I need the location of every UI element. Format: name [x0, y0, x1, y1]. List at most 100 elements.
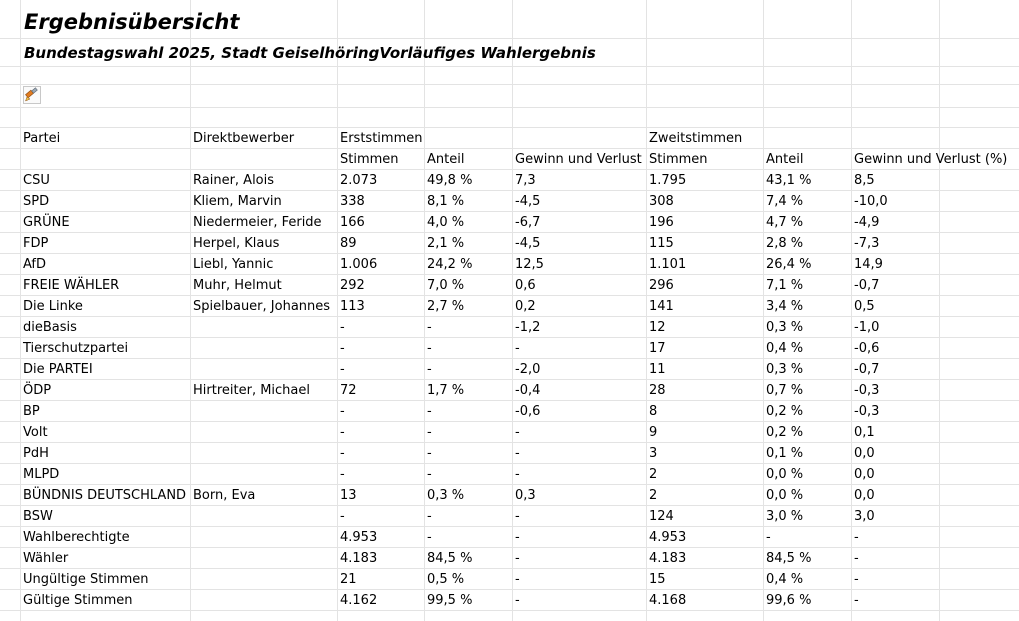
bewerber-cell[interactable]: Hirtreiter, Michael	[193, 383, 310, 398]
bewerber-cell[interactable]	[190, 422, 337, 443]
erst-stimmen-cell[interactable]: 4.162	[340, 593, 378, 608]
erst-stimmen-cell[interactable]: 1.006	[340, 257, 378, 272]
zweit-anteil-cell[interactable]: 0,2 %	[766, 425, 804, 440]
zweit-stimmen-cell[interactable]: 2	[649, 467, 658, 482]
header-zweitstimmen[interactable]: Zweitstimmen	[649, 131, 743, 146]
erst-gewinn-cell[interactable]: -	[515, 572, 520, 587]
partei-cell[interactable]: FDP	[23, 236, 49, 251]
erst-gewinn-cell[interactable]: 12,5	[515, 257, 544, 272]
erst-anteil-cell[interactable]: 2,1 %	[427, 236, 465, 251]
zweit-stimmen-cell[interactable]: 3	[649, 446, 658, 461]
zweit-stimmen-cell[interactable]: 8	[649, 404, 658, 419]
erst-anteil-cell[interactable]: -	[427, 530, 432, 545]
erst-gewinn-cell[interactable]: -	[515, 467, 520, 482]
zweit-gewinn-cell[interactable]: 0,0	[854, 467, 875, 482]
bewerber-cell[interactable]	[190, 401, 337, 422]
zweit-stimmen-cell[interactable]: 124	[649, 509, 674, 524]
bewerber-cell[interactable]	[190, 338, 337, 359]
zweit-stimmen-cell[interactable]: 15	[649, 572, 666, 587]
erst-anteil-cell[interactable]: -	[427, 362, 432, 377]
erst-stimmen-cell[interactable]: -	[340, 404, 345, 419]
zweit-gewinn-cell[interactable]: -0,3	[854, 404, 880, 419]
erst-gewinn-cell[interactable]: 0,2	[515, 299, 536, 314]
erst-stimmen-cell[interactable]: 89	[340, 236, 357, 251]
zweit-stimmen-cell[interactable]: 4.183	[649, 551, 687, 566]
erst-stimmen-cell[interactable]: -	[340, 425, 345, 440]
zweit-anteil-cell[interactable]: 0,2 %	[766, 404, 804, 419]
zweit-gewinn-cell[interactable]: -	[854, 551, 859, 566]
zweit-gewinn-cell[interactable]: -0,3	[854, 383, 880, 398]
partei-cell[interactable]: Volt	[23, 425, 48, 440]
zweit-anteil-cell[interactable]: 0,4 %	[766, 341, 804, 356]
erst-stimmen-cell[interactable]: -	[340, 320, 345, 335]
erst-anteil-cell[interactable]: -	[427, 467, 432, 482]
zweit-anteil-cell[interactable]: 7,4 %	[766, 194, 804, 209]
zweit-gewinn-cell[interactable]: -0,6	[854, 341, 880, 356]
erst-stimmen-cell[interactable]: 292	[340, 278, 365, 293]
zweit-gewinn-cell[interactable]: -1,0	[854, 320, 880, 335]
erst-anteil-cell[interactable]: 0,5 %	[427, 572, 465, 587]
erst-gewinn-cell[interactable]: -	[515, 551, 520, 566]
erst-gewinn-cell[interactable]: -4,5	[515, 236, 541, 251]
zweit-anteil-cell[interactable]: 26,4 %	[766, 257, 812, 272]
erst-gewinn-cell[interactable]: 7,3	[515, 173, 536, 188]
zweit-stimmen-cell[interactable]: 141	[649, 299, 674, 314]
bewerber-cell[interactable]: Muhr, Helmut	[193, 278, 282, 293]
bewerber-cell[interactable]	[190, 464, 337, 485]
zweit-gewinn-cell[interactable]: 0,1	[854, 425, 875, 440]
zweit-gewinn-cell[interactable]: 8,5	[854, 173, 875, 188]
erst-gewinn-cell[interactable]: -	[515, 530, 520, 545]
zweit-gewinn-cell[interactable]: -	[854, 530, 859, 545]
partei-cell[interactable]: Die Linke	[23, 299, 83, 314]
erst-stimmen-cell[interactable]: 113	[340, 299, 365, 314]
erst-gewinn-cell[interactable]: -	[515, 341, 520, 356]
zweit-gewinn-cell[interactable]: -	[854, 572, 859, 587]
erst-stimmen-cell[interactable]: 338	[340, 194, 365, 209]
zweit-stimmen-cell[interactable]: 1.795	[649, 173, 687, 188]
erst-stimmen-cell[interactable]: 72	[340, 383, 357, 398]
zweit-gewinn-cell[interactable]: 0,0	[854, 488, 875, 503]
zweit-stimmen-cell[interactable]: 196	[649, 215, 674, 230]
header-stimmen-erst[interactable]: Stimmen	[340, 152, 399, 167]
erst-gewinn-cell[interactable]: -	[515, 593, 520, 608]
bewerber-cell[interactable]	[190, 590, 337, 611]
partei-cell[interactable]: CSU	[23, 173, 50, 188]
zweit-stimmen-cell[interactable]: 4.953	[649, 530, 687, 545]
zweit-anteil-cell[interactable]: 0,0 %	[766, 467, 804, 482]
zweit-anteil-cell[interactable]: -	[766, 530, 771, 545]
partei-cell[interactable]: GRÜNE	[23, 215, 70, 230]
erst-anteil-cell[interactable]: 49,8 %	[427, 173, 473, 188]
erst-anteil-cell[interactable]: -	[427, 320, 432, 335]
zweit-anteil-cell[interactable]: 0,3 %	[766, 320, 804, 335]
zweit-gewinn-cell[interactable]: -0,7	[854, 362, 880, 377]
erst-gewinn-cell[interactable]: -	[515, 425, 520, 440]
zweit-anteil-cell[interactable]: 4,7 %	[766, 215, 804, 230]
erst-stimmen-cell[interactable]: 21	[340, 572, 357, 587]
partei-cell[interactable]: PdH	[23, 446, 49, 461]
erst-stimmen-cell[interactable]: 166	[340, 215, 365, 230]
zweit-anteil-cell[interactable]: 7,1 %	[766, 278, 804, 293]
zweit-anteil-cell[interactable]: 99,6 %	[766, 593, 812, 608]
bewerber-cell[interactable]	[190, 317, 337, 338]
partei-cell[interactable]: Wahlberechtigte	[23, 530, 130, 545]
bewerber-cell[interactable]	[190, 443, 337, 464]
erst-anteil-cell[interactable]: 7,0 %	[427, 278, 465, 293]
partei-cell[interactable]: Die PARTEI	[23, 362, 93, 377]
erst-gewinn-cell[interactable]: 0,6	[515, 278, 536, 293]
partei-cell[interactable]: Gültige Stimmen	[23, 593, 133, 608]
erst-stimmen-cell[interactable]: -	[340, 362, 345, 377]
zweit-anteil-cell[interactable]: 0,0 %	[766, 488, 804, 503]
zweit-stimmen-cell[interactable]: 1.101	[649, 257, 687, 272]
bewerber-cell[interactable]	[190, 569, 337, 590]
zweit-gewinn-cell[interactable]: -0,7	[854, 278, 880, 293]
zweit-stimmen-cell[interactable]: 11	[649, 362, 666, 377]
header-erststimmen[interactable]: Erststimmen	[340, 131, 423, 146]
erst-gewinn-cell[interactable]: -4,5	[515, 194, 541, 209]
erst-anteil-cell[interactable]: 99,5 %	[427, 593, 473, 608]
bewerber-cell[interactable]: Kliem, Marvin	[193, 194, 282, 209]
bewerber-cell[interactable]	[190, 548, 337, 569]
zweit-gewinn-cell[interactable]: -	[854, 593, 859, 608]
erst-gewinn-cell[interactable]: 0,3	[515, 488, 536, 503]
header-partei[interactable]: Partei	[23, 131, 61, 146]
zweit-gewinn-cell[interactable]: -7,3	[854, 236, 880, 251]
